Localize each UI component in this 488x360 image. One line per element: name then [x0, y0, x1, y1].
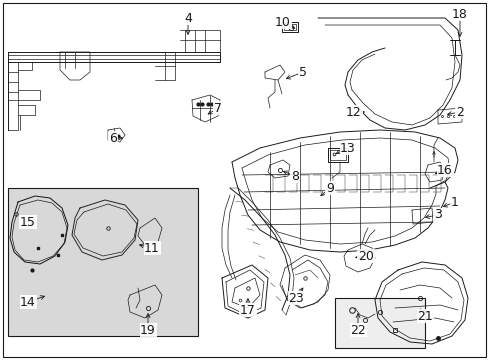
Text: 11: 11 — [144, 242, 160, 255]
Text: 8: 8 — [290, 170, 298, 183]
Text: 15: 15 — [20, 216, 36, 229]
Text: 16: 16 — [436, 163, 452, 176]
Text: 10: 10 — [274, 15, 290, 28]
Text: 4: 4 — [183, 12, 192, 24]
Text: 17: 17 — [240, 303, 255, 316]
Text: 22: 22 — [349, 324, 365, 337]
Text: 13: 13 — [340, 141, 355, 154]
Text: 9: 9 — [325, 181, 333, 194]
Text: 12: 12 — [346, 105, 361, 118]
Bar — [334, 298, 424, 348]
Text: 3: 3 — [433, 208, 441, 221]
Text: 14: 14 — [20, 296, 36, 309]
Text: 7: 7 — [214, 102, 222, 114]
Text: 18: 18 — [451, 8, 467, 21]
Bar — [8, 188, 198, 336]
Text: 1: 1 — [450, 195, 458, 208]
Text: 5: 5 — [298, 66, 306, 78]
Text: 20: 20 — [357, 249, 373, 262]
Text: 23: 23 — [287, 292, 303, 305]
Text: 6: 6 — [109, 131, 117, 144]
Text: 19: 19 — [140, 324, 156, 337]
Text: 21: 21 — [416, 310, 432, 323]
Text: 2: 2 — [455, 105, 463, 118]
